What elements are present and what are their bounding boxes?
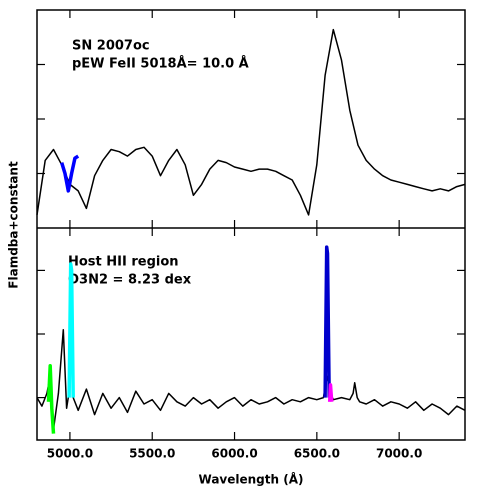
annotation: SN 2007oc bbox=[72, 39, 150, 54]
x-tick-label: 6000.0 bbox=[211, 447, 257, 461]
y-axis-label: Flamdba+constant bbox=[7, 161, 21, 289]
x-tick-label: 5500.0 bbox=[129, 447, 175, 461]
annotation: O3N2 = 8.23 dex bbox=[68, 273, 192, 288]
x-tick-label: 5000.0 bbox=[47, 447, 93, 461]
spectrum-line bbox=[67, 262, 75, 398]
annotation: pEW FeII 5018Å= 10.0 Å bbox=[72, 56, 249, 72]
spectrum-line bbox=[36, 28, 466, 216]
frame bbox=[36, 9, 466, 441]
x-axis-label: Wavelength (Å) bbox=[199, 472, 304, 487]
spectrum-line bbox=[327, 383, 334, 402]
x-tick-label: 6500.0 bbox=[294, 447, 340, 461]
spectrum-line bbox=[36, 312, 466, 431]
spectrum-line bbox=[60, 154, 80, 193]
x-tick-label: 7000.0 bbox=[376, 447, 422, 461]
spectrum-line bbox=[323, 245, 331, 398]
spectrum-line bbox=[46, 364, 56, 434]
annotation: Host HII region bbox=[68, 255, 179, 270]
